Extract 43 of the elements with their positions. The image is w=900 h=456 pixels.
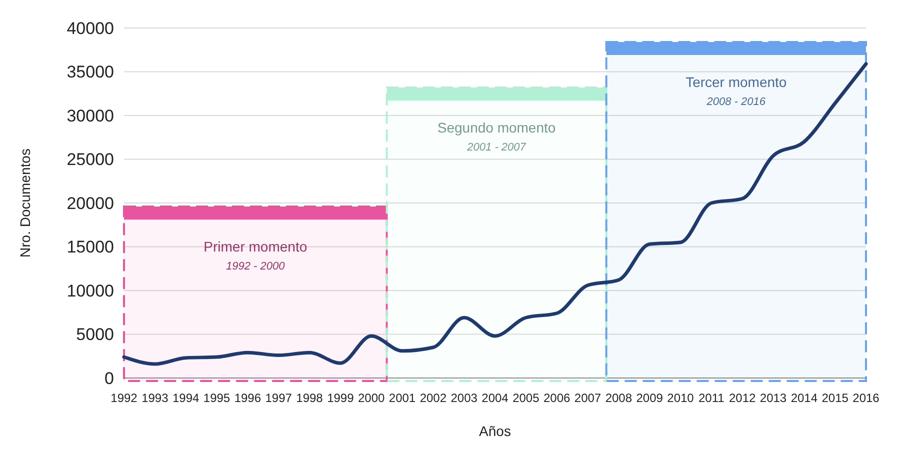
band-label: Tercer momento	[686, 74, 787, 90]
y-tick-label: 40000	[66, 18, 114, 38]
y-tick-label: 10000	[66, 281, 114, 300]
x-axis-title: Años	[479, 423, 511, 439]
x-tick-label: 2014	[790, 391, 818, 405]
y-tick-label: 0	[104, 368, 114, 388]
x-tick-label: 1999	[327, 391, 354, 405]
x-tick-label: 2006	[543, 391, 571, 405]
x-tick-label: 2007	[574, 391, 602, 405]
x-tick-label: 2011	[698, 391, 725, 405]
band-label: Primer momento	[204, 238, 308, 254]
x-tick-label: 2005	[512, 391, 540, 405]
x-tick-label: 2004	[482, 391, 509, 405]
x-tick-label: 2000	[358, 391, 386, 405]
x-tick-label: 1997	[265, 391, 292, 405]
x-tick-label: 2008	[605, 391, 632, 405]
y-tick-label: 30000	[66, 106, 114, 126]
x-tick-label: 1998	[296, 391, 324, 405]
x-tick-label: 1996	[234, 391, 262, 405]
annotation: 2001 - 2007	[466, 142, 527, 154]
x-tick-label: 1993	[142, 391, 169, 405]
x-tick-label: 2016	[852, 391, 880, 405]
x-tick-label: 2010	[667, 391, 694, 405]
x-tick-label: 2012	[728, 391, 756, 405]
y-axis-title: Nro. Documentos	[17, 148, 33, 258]
x-tick-label: 2009	[636, 391, 664, 405]
x-tick-label: 2001	[388, 391, 416, 405]
x-tick-label: 2013	[760, 391, 787, 405]
x-tick-label: 2003	[450, 391, 478, 405]
annotation: 2008 - 2016	[706, 96, 766, 108]
x-tick-label: 1994	[172, 391, 200, 405]
y-tick-label: 35000	[66, 62, 114, 82]
annotation: 1992 - 2000	[226, 260, 286, 272]
x-tick-label: 2015	[822, 391, 849, 405]
y-tick-label: 25000	[66, 150, 114, 170]
y-tick-label: 15000	[66, 238, 114, 257]
y-tick-label: 5000	[76, 325, 114, 344]
band-label: Segundo momento	[437, 120, 556, 136]
y-tick-label: 20000	[66, 194, 114, 213]
x-tick-label: 2002	[420, 391, 447, 405]
x-tick-label: 1992	[110, 391, 138, 405]
line-series	[122, 62, 868, 366]
x-tick-label: 1995	[203, 391, 230, 405]
